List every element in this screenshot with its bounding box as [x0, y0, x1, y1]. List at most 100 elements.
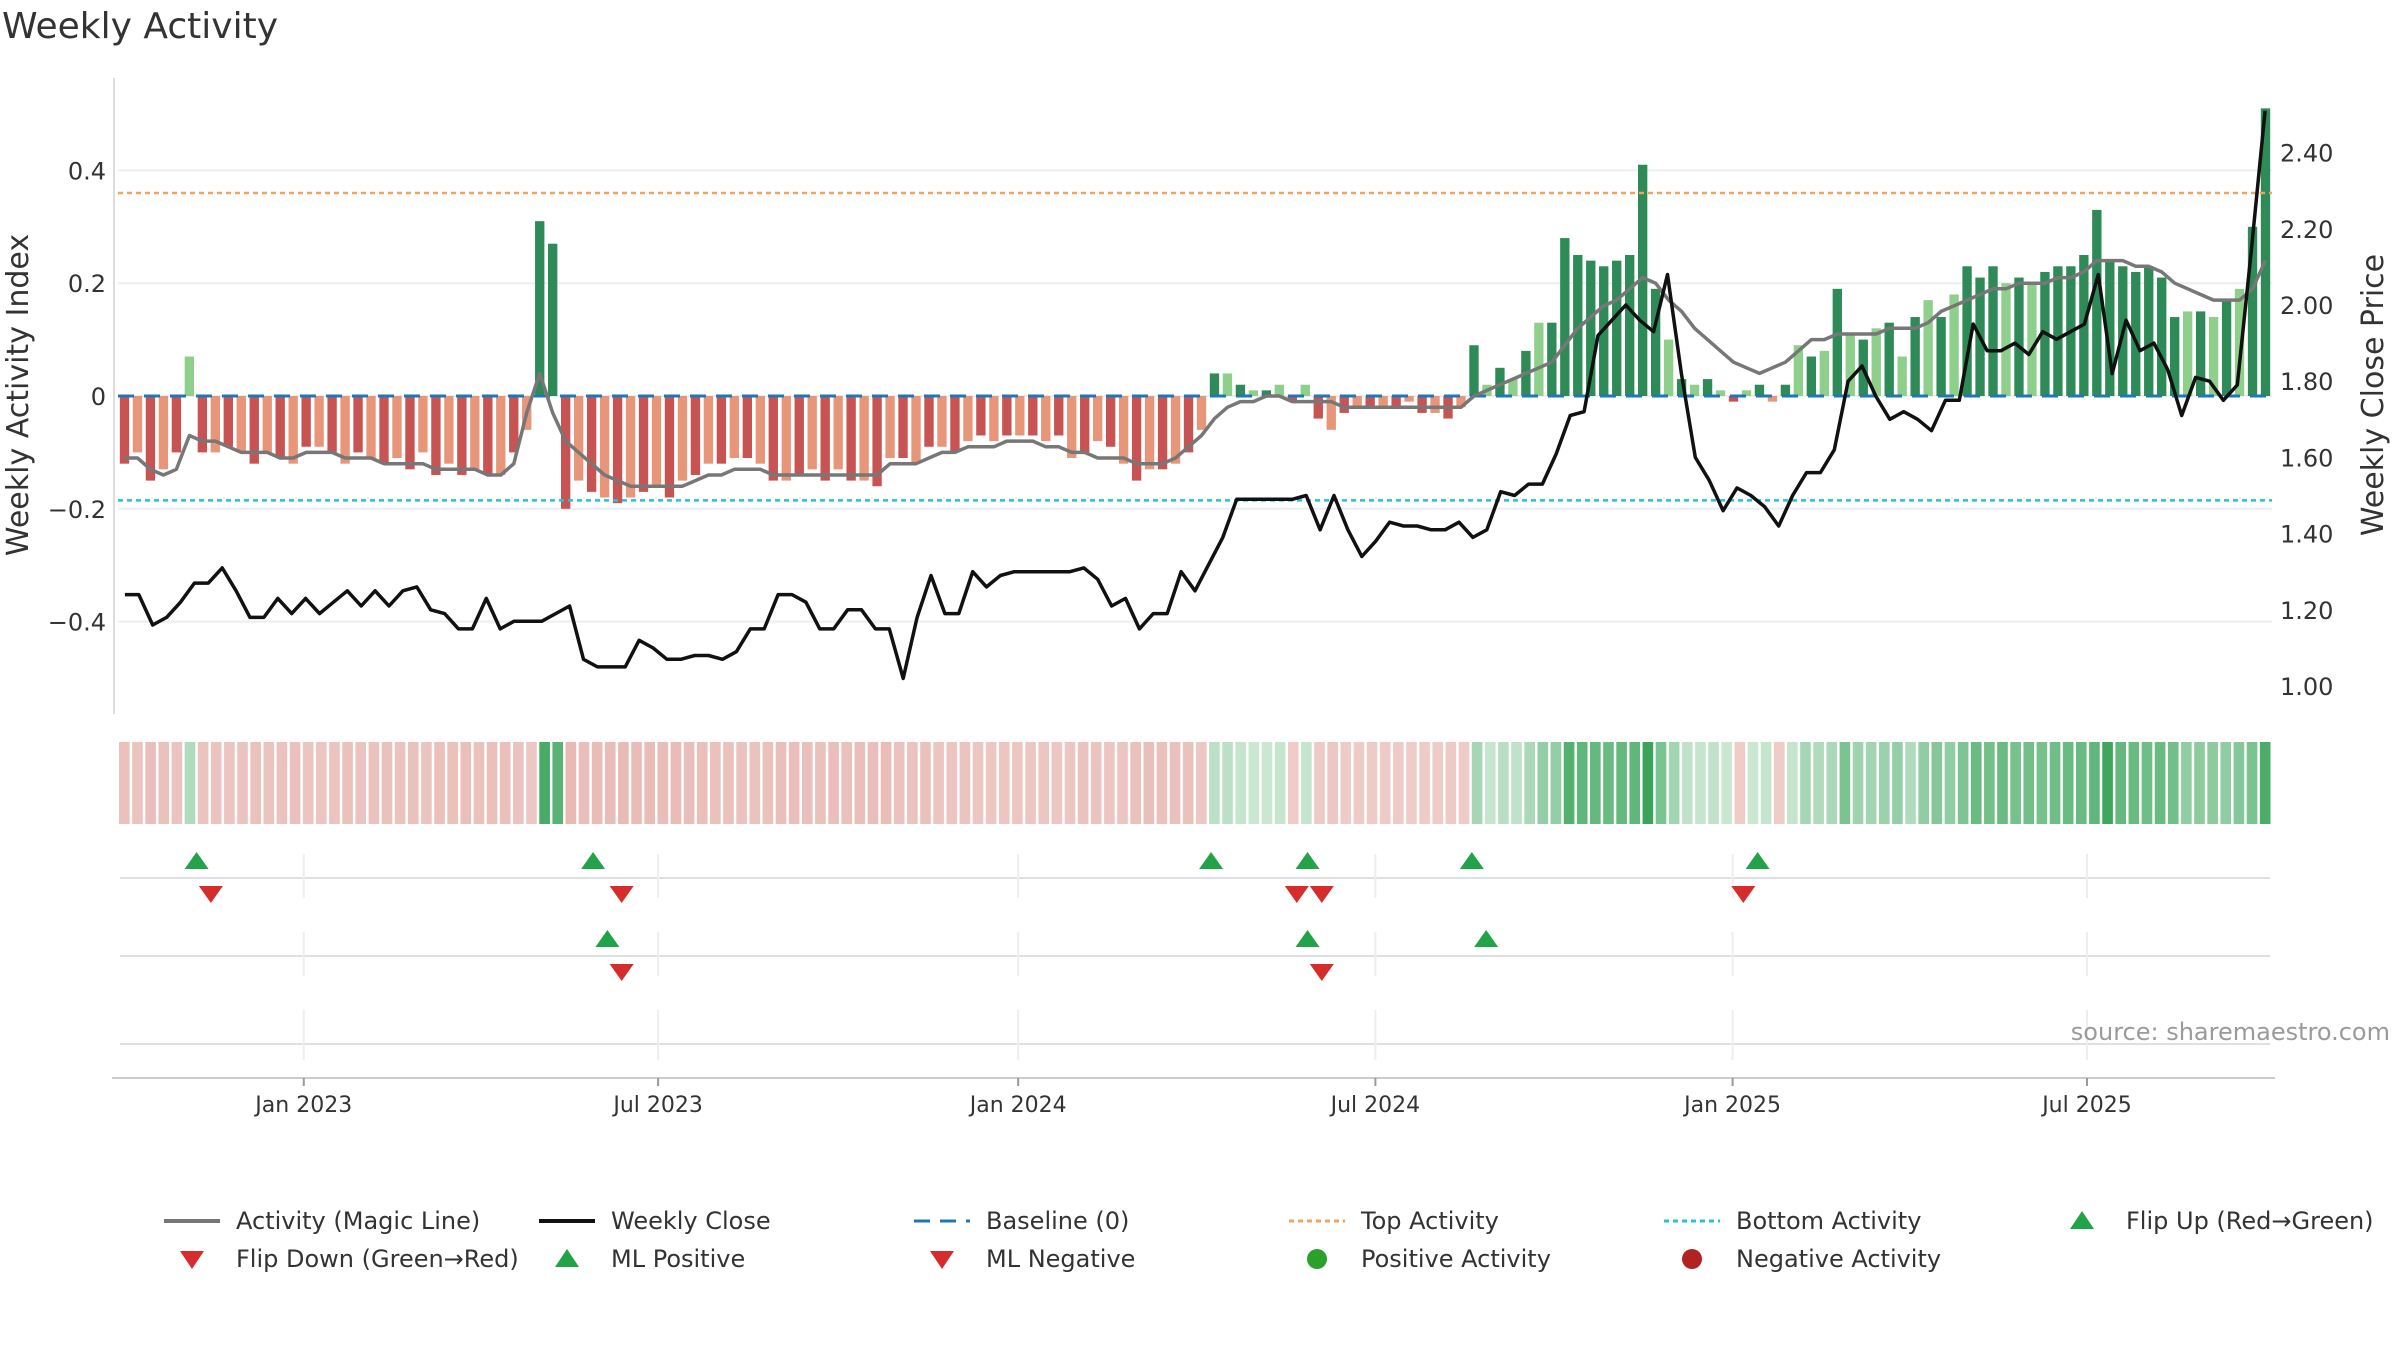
activity-bar	[418, 396, 428, 453]
legend-label: Flip Up (Red→Green)	[2126, 1207, 2374, 1235]
activity-bar	[119, 396, 130, 464]
heat-strip-cell	[499, 742, 511, 824]
activity-bar	[1884, 322, 1894, 396]
heat-strip-cell	[210, 742, 222, 824]
activity-bars	[119, 108, 2271, 509]
activity-bar	[1054, 396, 1064, 436]
flip-down-marker	[1309, 886, 1334, 903]
activity-bar	[1430, 396, 1440, 413]
heat-strip-cell	[394, 742, 406, 824]
heat-strip-cell	[2207, 742, 2218, 824]
activity-bar	[1093, 396, 1103, 442]
activity-bar	[937, 396, 947, 447]
heat-strip-cell	[1130, 742, 1141, 824]
activity-bar	[2234, 288, 2245, 396]
activity-bar	[1495, 367, 1505, 396]
activity-bar	[2195, 311, 2206, 396]
activity-bar	[1819, 350, 1830, 396]
heat-strip-cell	[2220, 742, 2232, 824]
heat-strip-cell	[1708, 742, 1719, 824]
activity-bar	[327, 396, 337, 453]
heat-strip-cell	[1957, 742, 1969, 824]
heat-strip-cell	[828, 742, 839, 824]
activity-bar	[366, 396, 376, 459]
heat-strip-cell	[749, 742, 761, 824]
heat-strip-cell	[2246, 742, 2258, 824]
y-tick-label-right: 1.20	[2280, 597, 2333, 625]
activity-bar	[820, 396, 830, 481]
heat-strip-cell	[920, 742, 931, 824]
heat-strip-cell	[526, 742, 537, 824]
heat-strip-cell	[1668, 742, 1680, 824]
ml-positive-marker	[1295, 930, 1320, 947]
heat-strip-cell	[591, 742, 603, 824]
heat-strip-cell	[683, 742, 695, 824]
heat-strip-cell	[933, 742, 944, 824]
activity-bar	[2260, 108, 2271, 397]
activity-bar	[2131, 271, 2141, 396]
legend-label: Flip Down (Green→Red)	[236, 1245, 519, 1273]
activity-bar	[197, 396, 208, 453]
activity-bar	[483, 396, 493, 475]
heat-strip-cell	[145, 742, 156, 824]
heat-strip-cell	[998, 742, 1010, 824]
y-tick-label-right: 2.00	[2280, 292, 2333, 320]
activity-heat-strip	[119, 742, 2271, 824]
activity-bar	[1222, 373, 1233, 396]
heat-strip-cell	[1918, 742, 1930, 824]
heat-strip-cell	[1892, 742, 1903, 824]
activity-bar	[1378, 396, 1388, 408]
heat-strip-cell	[867, 742, 879, 824]
heat-strip-cell	[250, 742, 261, 824]
heat-strip-cell	[893, 742, 905, 824]
activity-bar	[1105, 396, 1116, 447]
heat-strip-cell	[1773, 742, 1785, 824]
heat-strip-cell	[1734, 742, 1746, 824]
activity-bar	[275, 396, 285, 459]
heat-strip-cell	[1800, 742, 1811, 824]
heat-strip-cell	[736, 742, 747, 824]
heat-strip-cell	[1182, 742, 1194, 824]
heat-strip-cell	[2089, 742, 2100, 824]
activity-bar	[171, 396, 182, 453]
legend-label: Top Activity	[1361, 1207, 1499, 1235]
activity-bar	[1157, 396, 1168, 470]
heat-strip-cell	[1064, 742, 1076, 824]
heat-strip-cell	[1222, 742, 1233, 824]
heat-strip-cell	[1524, 742, 1535, 824]
heat-strip-cell	[224, 742, 235, 824]
heat-strip-cell	[1090, 742, 1102, 824]
heat-strip-cell	[775, 742, 787, 824]
activity-bar	[132, 396, 143, 453]
activity-bar	[989, 396, 999, 442]
heat-strip-cell	[815, 742, 826, 824]
heat-strip-cell	[1458, 742, 1470, 824]
heat-strip-cell	[2194, 742, 2205, 824]
heat-strip-cell	[434, 742, 445, 824]
activity-bar	[1469, 345, 1479, 396]
activity-bar	[1015, 396, 1025, 436]
activity-bar	[625, 396, 636, 498]
heat-strip-cell	[473, 742, 485, 824]
activity-bar	[444, 396, 454, 464]
activity-bar	[664, 396, 675, 498]
heat-strip-cell	[1747, 742, 1759, 824]
y-tick-label-right: 1.60	[2280, 444, 2333, 472]
heat-strip-cell	[1406, 742, 1417, 824]
heat-strip-cell	[1931, 742, 1943, 824]
activity-bar	[846, 396, 856, 481]
heat-strip-cell	[1051, 742, 1063, 824]
activity-bar	[2182, 311, 2193, 396]
activity-bar	[2092, 209, 2102, 396]
heat-strip-cell	[1366, 742, 1378, 824]
heat-strip-cell	[801, 742, 813, 824]
legend-item-flip-up: Flip Up (Red→Green)	[2050, 1205, 2374, 1237]
activity-bar	[612, 396, 623, 504]
heat-strip-cell	[2259, 742, 2271, 824]
heat-strip-cell	[1196, 742, 1207, 824]
heat-strip-cell	[2036, 742, 2048, 824]
axes: 0.4 0.2 0 −0.2 −0.4 2.40 2.20 2.00 1.80 1.60 1.40 1…	[48, 78, 2333, 714]
activity-bar	[859, 396, 869, 481]
heat-strip-cell	[1511, 742, 1522, 824]
legend-label: ML Positive	[611, 1245, 746, 1273]
